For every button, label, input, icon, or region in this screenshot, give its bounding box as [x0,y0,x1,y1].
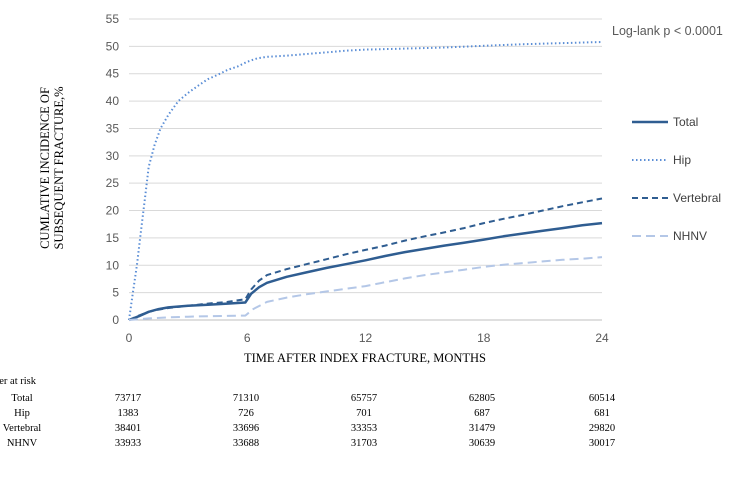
y-axis-title-line-2: SUBSEQUENT FRACTURE,% [52,87,66,250]
y-tick-label: 10 [106,258,120,272]
series-line-nhnv [128,256,603,321]
p-value-annotation: Log-lank p < 0.0001 [612,24,723,38]
x-tick-label: 0 [126,331,133,345]
risk-table-heading: Number at risk [0,376,37,387]
legend-label-nhnv: NHNV [673,229,707,243]
y-tick-label: 50 [106,39,120,53]
risk-row-label: Total [11,393,33,404]
y-tick-label: 15 [106,231,120,245]
x-tick-label: 24 [595,331,609,345]
y-tick-label: 5 [112,286,119,300]
y-tick-label: 30 [106,149,120,163]
y-tick-label: 40 [106,94,120,108]
risk-cell: 726 [238,408,254,419]
risk-cell: 30639 [469,438,495,449]
risk-cell: 31479 [469,423,495,434]
y-tick-label: 25 [106,176,120,190]
risk-cell: 71310 [233,393,259,404]
x-tick-labels: 0 6 12 18 24 [126,331,609,345]
risk-cell: 687 [474,408,490,419]
risk-cell: 33353 [351,423,377,434]
series-lines [128,41,603,322]
x-tick-label: 6 [244,331,251,345]
number-at-risk-table: Number at risk Total 73717 71310 65757 62805 6… [0,376,616,449]
gridlines [129,18,602,321]
series-line-hip [128,41,603,321]
risk-cell: 31703 [351,438,377,449]
risk-cell: 33933 [115,438,141,449]
y-axis-title: CUMLATIVE INCIDENCE OF SUBSEQUENT FRACTU… [38,87,66,250]
risk-cell: 29820 [589,423,615,434]
risk-cell: 1383 [118,408,139,419]
legend-label-total: Total [673,115,698,129]
risk-cell: 33696 [233,423,259,434]
y-axis-title-line-1: CUMLATIVE INCIDENCE OF [38,87,52,249]
y-tick-label: 0 [112,313,119,327]
risk-cell: 701 [356,408,372,419]
y-tick-labels: 0 5 10 15 20 25 30 35 40 45 50 55 [106,12,120,327]
x-tick-label: 18 [477,331,491,345]
risk-cell: 62805 [469,393,495,404]
legend-label-hip: Hip [673,153,691,167]
y-tick-label: 35 [106,121,120,135]
risk-cell: 65757 [351,393,377,404]
risk-cell: 73717 [115,393,141,404]
risk-row-label: Hip [14,408,30,419]
legend-label-vertebral: Vertebral [673,191,721,205]
risk-cell: 681 [594,408,610,419]
risk-row-label: Vertebral [3,423,42,434]
y-tick-label: 20 [106,204,120,218]
y-tick-label: 55 [106,12,120,26]
risk-row-label: NHNV [7,438,38,449]
risk-cell: 38401 [115,423,141,434]
series-line-vertebral [128,197,603,321]
risk-cell: 33688 [233,438,259,449]
y-tick-label: 45 [106,67,120,81]
risk-cell: 60514 [589,393,616,404]
legend: Total Hip Vertebral NHNV [632,115,721,243]
risk-cell: 30017 [589,438,615,449]
x-tick-label: 12 [359,331,373,345]
x-axis-title: TIME AFTER INDEX FRACTURE, MONTHS [244,351,486,365]
